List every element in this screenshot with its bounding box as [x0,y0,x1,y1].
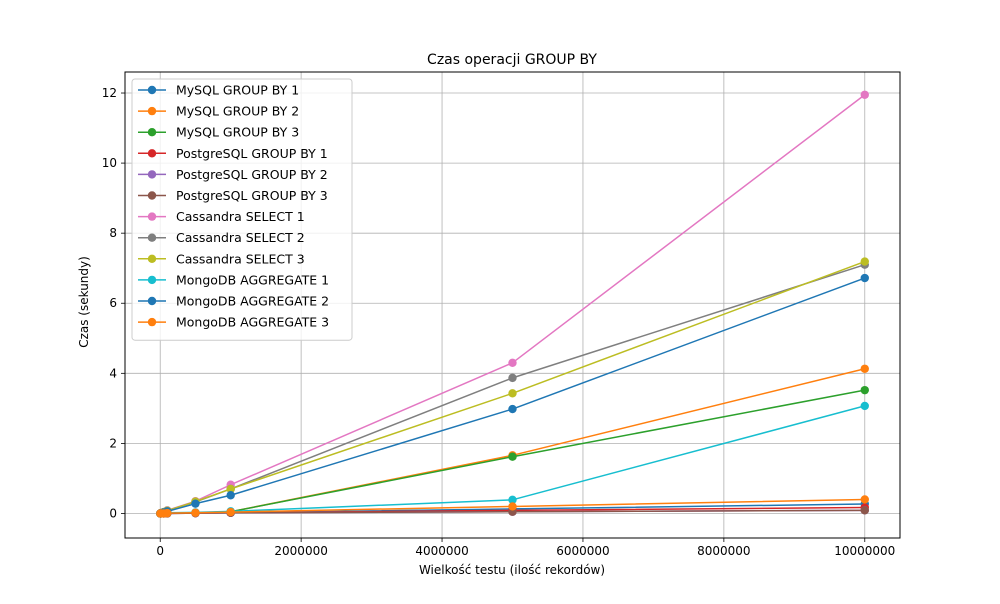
legend-swatch-marker [147,85,157,95]
data-point [860,257,869,266]
data-point [508,404,517,414]
data-point [860,506,869,515]
x-tick-label: 2000000 [274,544,327,558]
data-point [860,364,869,373]
data-point [860,401,869,411]
legend-item: PostgreSQL GROUP BY 3 [138,188,328,203]
data-point [226,507,235,517]
legend-swatch-marker [147,233,157,242]
y-tick-label: 4 [109,366,117,380]
y-tick-label: 6 [109,296,117,310]
data-point [226,484,235,494]
x-tick-label: 8000000 [697,544,750,558]
series-group [156,90,869,518]
legend-label: MongoDB AGGREGATE 1 [176,272,329,287]
y-tick-label: 2 [109,436,117,450]
legend: MySQL GROUP BY 1 MySQL GROUP BY 2 MySQL GR… [131,78,353,341]
legend-label: PostgreSQL GROUP BY 1 [176,146,328,161]
legend-label: Cassandra SELECT 2 [176,230,305,245]
legend-label: PostgreSQL GROUP BY 2 [176,167,328,182]
legend-label: Cassandra SELECT 1 [176,209,305,224]
legend-label: MySQL GROUP BY 1 [176,83,299,98]
legend-item: MongoDB AGGREGATE 2 [138,294,329,309]
legend-swatch-marker [147,128,157,137]
x-tick-label: 4000000 [415,544,468,558]
legend-label: PostgreSQL GROUP BY 3 [176,188,328,203]
data-point [860,90,869,99]
x-tick-label: 0 [156,544,164,558]
x-tick-label: 6000000 [556,544,609,558]
legend-item: MongoDB AGGREGATE 1 [138,272,329,287]
data-point [508,452,517,461]
legend-label: Cassandra SELECT 3 [176,251,305,266]
legend-swatch-marker [147,275,157,285]
legend-swatch-marker [147,254,157,263]
x-tick-label: 10000000 [834,544,895,558]
y-tick-label: 10 [102,156,117,170]
legend-item: PostgreSQL GROUP BY 1 [138,146,328,161]
data-point [860,495,869,504]
y-tick-label: 12 [102,86,117,100]
legend-swatch-marker [147,191,157,200]
x-axis-label: Wielkość testu (ilość rekordów) [419,563,605,577]
legend-label: MongoDB AGGREGATE 3 [176,315,329,330]
legend-item: PostgreSQL GROUP BY 2 [138,167,328,182]
data-point [191,508,200,517]
legend-item: Cassandra SELECT 3 [138,251,305,266]
legend-item: MySQL GROUP BY 2 [138,104,299,119]
legend-label: MySQL GROUP BY 2 [176,104,299,119]
legend-swatch-marker [147,212,157,221]
data-point [508,358,517,368]
y-tick-label: 0 [109,506,117,520]
legend-swatch-marker [147,317,157,327]
plot-frame [124,71,901,539]
data-point [163,508,172,518]
legend-item: MySQL GROUP BY 3 [138,125,299,140]
legend-swatch-marker [147,296,157,306]
data-point [508,495,517,505]
data-point [226,491,235,500]
legend-swatch-marker [147,106,157,116]
grid-lines [125,72,900,538]
axis-ticks: 0 2000000 4000000 6000000 8000000 10000000 0 2 4… [102,86,896,558]
legend-swatch-marker [147,170,157,179]
data-point [191,499,200,508]
data-point [508,502,517,511]
legend-label: MySQL GROUP BY 3 [176,125,299,140]
legend-swatch-marker [147,149,157,158]
y-axis-label: Czas (sekundy) [77,256,91,348]
legend-item: Cassandra SELECT 1 [138,209,305,224]
legend-box [131,78,353,341]
legend-item: Cassandra SELECT 2 [138,230,305,245]
data-point [508,389,517,398]
legend-item: MySQL GROUP BY 1 [138,83,299,98]
data-point [860,273,869,283]
legend-item: MongoDB AGGREGATE 3 [138,315,329,330]
data-point [508,373,517,383]
chart-title: Czas operacji GROUP BY [427,52,597,68]
legend-label: MongoDB AGGREGATE 2 [176,294,329,309]
y-tick-label: 8 [109,226,117,240]
data-point [860,385,869,395]
series-12 [156,495,869,518]
